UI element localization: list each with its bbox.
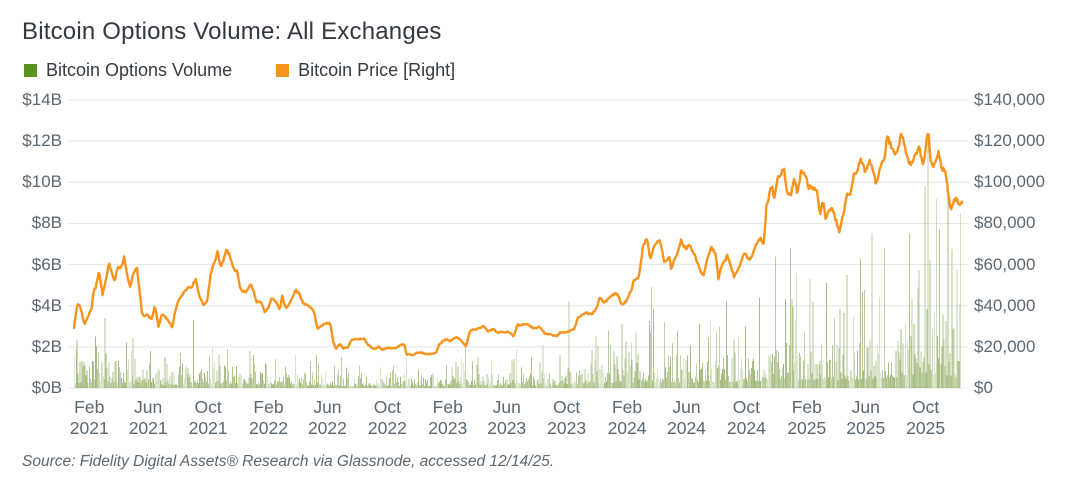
y-axis-left-tick-label: $4B — [31, 295, 62, 315]
legend-item-options-volume: Bitcoin Options Volume — [24, 60, 232, 81]
x-axis-tick-label: Jun 2021 — [128, 397, 168, 438]
x-axis-tick-label: Jun 2022 — [307, 397, 347, 438]
x-axis-tick-label: Oct 2025 — [906, 397, 946, 438]
y-axis-right-tick-label: $40,000 — [974, 295, 1036, 315]
legend: Bitcoin Options Volume Bitcoin Price [Ri… — [24, 60, 455, 81]
x-axis-tick-label: Oct 2022 — [367, 397, 407, 438]
grid-lines — [68, 99, 968, 389]
y-axis-right-tick-label: $0 — [974, 378, 993, 397]
x-axis-tick-label: Jun 2023 — [487, 397, 527, 438]
y-axis-left-tick-label: $12B — [22, 131, 62, 151]
y-axis-right-tick-label: $60,000 — [974, 254, 1036, 274]
y-axis-left-tick-label: $10B — [22, 172, 62, 192]
x-axis-tick-label: Oct 2021 — [188, 397, 228, 438]
y-axis-right-tick-label: $120,000 — [974, 131, 1045, 151]
y-axis-left-tick-label: $2B — [31, 336, 62, 356]
y-axis-right-tick-label: $100,000 — [974, 172, 1045, 192]
legend-label-price: Bitcoin Price [Right] — [298, 60, 456, 80]
y-axis-left-tick-label: $0B — [31, 378, 62, 397]
legend-item-price: Bitcoin Price [Right] — [276, 60, 455, 81]
y-axis-left-tick-label: $6B — [31, 254, 62, 274]
x-axis-tick-label: Feb 2024 — [607, 397, 647, 438]
source-note: Source: Fidelity Digital Assets® Researc… — [22, 453, 555, 470]
y-axis-right-tick-label: $20,000 — [974, 336, 1036, 356]
price-line — [72, 132, 964, 357]
x-axis-tick-label: Oct 2023 — [547, 397, 587, 438]
legend-label-options-volume: Bitcoin Options Volume — [46, 60, 233, 80]
x-axis-tick-label: Feb 2025 — [787, 397, 827, 438]
y-axis-right-tick-label: $140,000 — [974, 90, 1045, 109]
x-axis-tick-label: Jun 2025 — [846, 397, 886, 438]
legend-swatch-price-icon — [276, 64, 290, 77]
y-axis-left-tick-label: $14B — [22, 90, 62, 109]
x-axis-tick-label: Jun 2024 — [666, 397, 706, 438]
legend-swatch-volume-icon — [24, 64, 37, 77]
chart-title: Bitcoin Options Volume: All Exchanges — [22, 18, 442, 45]
volume-bars — [73, 132, 962, 388]
x-axis-tick-label: Feb 2022 — [249, 397, 288, 438]
x-axis-tick-label: Feb 2021 — [69, 397, 109, 438]
x-axis-tick-label: Oct 2024 — [726, 397, 766, 438]
y-axis-left-tick-label: $8B — [31, 213, 62, 233]
x-axis-tick-label: Feb 2023 — [428, 397, 468, 438]
y-axis-right-tick-label: $80,000 — [974, 213, 1036, 233]
